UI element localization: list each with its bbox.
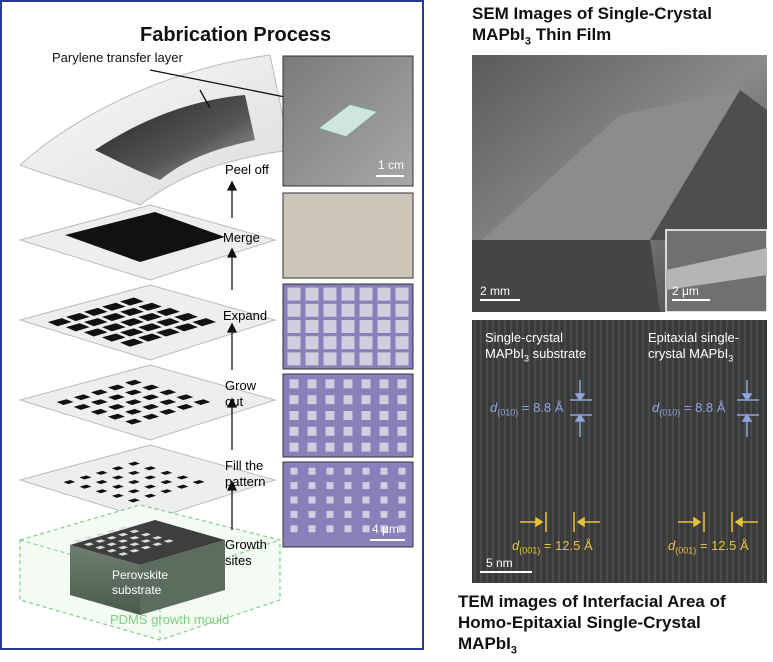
step-growth-line1: Growth <box>225 537 267 552</box>
photo-expand <box>282 283 414 370</box>
tem-label-right-1: Epitaxial single- <box>648 330 740 345</box>
tem-d010-left: d(010) = 8.8 Å <box>490 400 564 418</box>
tem-image <box>472 320 767 583</box>
substrate-label-1: Perovskite <box>112 568 169 582</box>
sem-scale-main: 2 mm <box>480 284 510 298</box>
step-peel-off: Peel off <box>225 162 269 177</box>
photo-merge <box>282 192 414 279</box>
tem-d010-right: d(010) = 8.8 Å <box>652 400 726 418</box>
sem-scale-inset: 2 μm <box>672 284 699 298</box>
tem-caption-line2: Homo-Epitaxial Single-Crystal <box>458 613 701 632</box>
merge-sheet <box>18 204 277 281</box>
scale-peel: 1 cm <box>378 158 405 172</box>
sem-title-line1: SEM Images of Single-Crystal <box>472 4 712 23</box>
mould-label: PDMS growth mould <box>110 612 230 627</box>
fill-sheet <box>18 444 277 521</box>
expand-sheet <box>18 284 277 361</box>
perovskite-substrate <box>70 520 225 615</box>
tem-scale: 5 nm <box>486 556 513 570</box>
scale-growth: 4 μm <box>372 522 399 536</box>
transfer-layer-label: Parylene transfer layer <box>52 50 183 65</box>
step-fill-line1: Fill the <box>225 458 264 473</box>
tem-d001-left: d(001) = 12.5 Å <box>512 538 593 556</box>
photo-grow-out <box>282 373 414 458</box>
tem-label-left-2: MAPbI3 substrate <box>485 346 587 364</box>
tem-label-right-2: crystal MAPbI3 <box>648 346 734 364</box>
photo-fill <box>282 461 414 548</box>
sem-image <box>472 55 768 313</box>
tem-caption-line3: MAPbI3 <box>458 634 518 657</box>
step-merge: Merge <box>223 230 260 245</box>
process-arrows <box>226 180 238 530</box>
tem-caption-line1: TEM images of Interfacial Area of <box>458 592 726 611</box>
tem-label-left-1: Single-crystal <box>485 330 564 345</box>
peel-off-sheet <box>19 54 301 206</box>
grow-out-sheet <box>18 364 277 441</box>
substrate-label-2: substrate <box>112 583 162 597</box>
sem-title-line2: MAPbI3 Thin Film <box>472 25 612 48</box>
step-fill-line2: pattern <box>225 474 266 489</box>
step-grow-out-line2: out <box>225 394 244 409</box>
fabrication-title: Fabrication Process <box>140 24 332 46</box>
photo-peel-off <box>282 55 414 187</box>
step-growth-line2: sites <box>225 553 252 568</box>
step-expand: Expand <box>223 308 268 323</box>
tem-d001-right: d(001) = 12.5 Å <box>668 538 749 556</box>
step-grow-out-line1: Grow <box>225 378 257 393</box>
